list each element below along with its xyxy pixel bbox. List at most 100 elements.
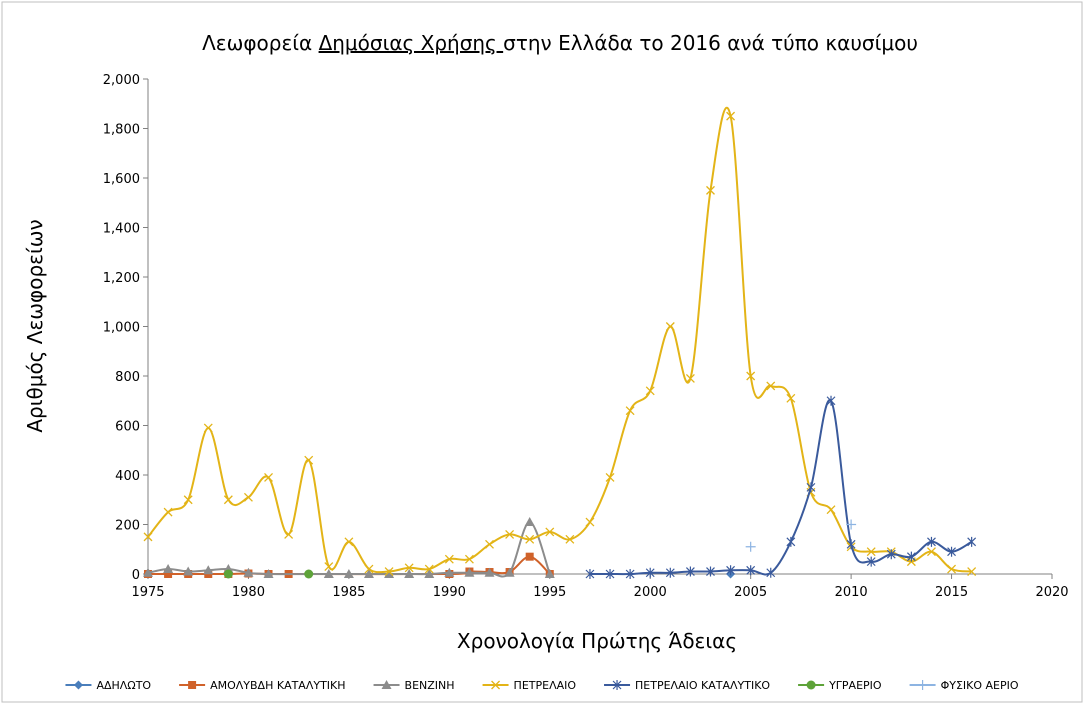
data-point-φυσικο-αεριο xyxy=(745,541,756,552)
data-point-πετρελαιο-καταλυτικο xyxy=(726,565,736,576)
data-point-πετρελαιο xyxy=(967,567,977,576)
legend-marker xyxy=(612,680,622,690)
data-point-πετρελαιο xyxy=(485,539,494,549)
data-point-πετρελαιο-καταλυτικο xyxy=(625,569,635,579)
data-point-βενζινη xyxy=(363,569,374,578)
legend-item-αδηλωτο: ΑΔΗΛΩΤΟ xyxy=(65,679,151,692)
data-point-βενζινη xyxy=(504,567,515,577)
data-point-πετρελαιο xyxy=(183,495,193,505)
data-point-πετρελαιο xyxy=(505,529,515,539)
y-tick-label: 200 xyxy=(115,519,140,534)
y-tick-label: 1,600 xyxy=(103,172,140,187)
y-tick-label: 1,000 xyxy=(103,321,140,336)
data-point-βενζινη xyxy=(404,569,415,578)
data-point-πετρελαιο xyxy=(304,455,314,465)
data-point-πετρελαιο xyxy=(927,547,936,557)
data-point-βενζινη xyxy=(203,565,214,575)
x-tick-label: 1995 xyxy=(533,585,566,600)
data-point-πετρελαιο-καταλυτικο xyxy=(766,567,776,578)
y-tick-label: 400 xyxy=(115,469,140,484)
data-point-πετρελαιο-καταλυτικο xyxy=(806,482,816,493)
data-point-πετρελαιο xyxy=(364,564,374,574)
x-tick-label: 2015 xyxy=(935,585,968,600)
data-point-πετρελαιο xyxy=(203,423,213,433)
data-point-βενζινη xyxy=(183,566,194,576)
data-point-πετρελαιο xyxy=(565,534,575,544)
legend-item-υγραεριο: ΥΓΡΑΕΡΙΟ xyxy=(798,679,882,692)
chart-title-prefix: Λεωφορεία xyxy=(202,31,318,55)
data-point-πετρελαιο xyxy=(264,473,273,482)
data-point-πετρελαιο-καταλυτικο xyxy=(886,549,896,560)
legend-marker xyxy=(491,680,501,690)
legend-item-φυσικο-αεριο: ΦΥΣΙΚΟ ΑΕΡΙΟ xyxy=(909,679,1019,692)
y-tick-label: 1,800 xyxy=(103,123,140,138)
data-point-βενζινη xyxy=(524,517,535,527)
x-tick-label: 1980 xyxy=(232,585,265,600)
x-tick-label: 1985 xyxy=(332,585,365,600)
data-point-πετρελαιο-καταλυτικο xyxy=(947,546,956,557)
data-point-πετρελαιο xyxy=(284,529,294,539)
y-tick-label: 2,000 xyxy=(103,73,140,88)
legend-label: ΒΕΝΖΙΝΗ xyxy=(405,679,455,692)
data-point-βενζινη xyxy=(143,567,153,577)
data-point-πετρελαιο xyxy=(947,564,957,574)
data-point-βενζινη xyxy=(544,569,555,578)
x-tick-label: 2005 xyxy=(734,585,767,600)
legend-item-πετρελαιο-καταλυτικο: ΠΕΤΡΕΛΑΙΟ ΚΑΤΑΛΥΤΙΚΟ xyxy=(604,679,770,692)
data-point-πετρελαιο xyxy=(585,517,595,527)
data-point-πετρελαιο-καταλυτικο xyxy=(906,551,916,562)
data-point-βενζινη xyxy=(163,564,174,574)
y-tick-label: 1,200 xyxy=(103,271,140,286)
data-point-φυσικο-αεριο xyxy=(846,519,857,530)
data-point-πετρελαιο-καταλυτικο xyxy=(746,565,756,576)
data-point-πετρελαιο xyxy=(143,532,153,542)
data-point-πετρελαιο xyxy=(444,554,454,564)
legend-marker xyxy=(381,680,392,689)
data-point-πετρελαιο-καταλυτικο xyxy=(706,566,715,577)
legend-item-πετρελαιο: ΠΕΤΡΕΛΑΙΟ xyxy=(482,679,577,692)
data-point-αμολυβδη-καταλυτικη xyxy=(164,570,173,578)
data-point-βενζινη xyxy=(263,569,274,578)
data-point-βενζινη xyxy=(484,567,495,577)
legend-label: ΠΕΤΡΕΛΑΙΟ ΚΑΤΑΛΥΤΙΚΟ xyxy=(635,679,770,692)
y-tick-label: 0 xyxy=(132,568,140,583)
data-point-βενζινη xyxy=(384,569,395,578)
chart-title-suffix: στην Ελλάδα το 2016 ανά τύπο καυσίμου xyxy=(503,31,918,55)
data-point-πετρελαιο xyxy=(706,185,715,195)
x-tick-label: 2010 xyxy=(835,585,868,600)
legend-item-αμολυβδη-καταλυτικη: ΑΜΟΛΥΒΔΗ ΚΑΤΑΛΥΤΙΚΗ xyxy=(179,679,346,692)
x-tick-label: 1990 xyxy=(433,585,466,600)
data-point-πετρελαιο xyxy=(223,495,233,505)
data-point-πετρελαιο xyxy=(384,567,394,576)
data-point-πετρελαιο-καταλυτικο xyxy=(786,536,796,547)
data-point-πετρελαιο-καταλυτικο xyxy=(585,569,595,579)
data-point-πετρελαιο-καταλυτικο xyxy=(605,569,615,579)
data-point-πετρελαιο xyxy=(605,473,615,482)
x-tick-label: 2000 xyxy=(634,585,667,600)
legend: ΑΔΗΛΩΤΟ ΑΜΟΛΥΒΔΗ ΚΑΤΑΛΥΤΙΚΗ ΒΕΝΖΙΝΗ ΠΕΤΡΕΛΑ… xyxy=(65,679,1019,692)
data-point-υγραεριο xyxy=(304,569,314,579)
legend-label: ΥΓΡΑΕΡΙΟ xyxy=(828,679,882,692)
data-point-πετρελαιο-καταλυτικο xyxy=(927,536,936,547)
data-point-πετρελαιο xyxy=(685,374,695,383)
data-point-βενζινη xyxy=(464,567,475,577)
data-point-βενζινη xyxy=(424,569,435,578)
data-point-πετρελαιο xyxy=(665,322,675,331)
data-point-πετρελαιο-καταλυτικο xyxy=(967,536,977,547)
legend-label: ΑΔΗΛΩΤΟ xyxy=(96,679,151,692)
data-point-πετρελαιο-καταλυτικο xyxy=(826,395,836,406)
data-point-πετρελαιο xyxy=(866,547,876,557)
chart-title: Λεωφορεία Δημόσιας Χρήσης στην Ελλάδα το… xyxy=(202,31,918,55)
data-point-πετρελαιο xyxy=(826,505,836,515)
y-tick-label: 600 xyxy=(115,420,140,435)
data-point-βενζινη xyxy=(343,569,354,578)
data-point-πετρελαιο xyxy=(324,562,334,572)
x-tick-label: 2020 xyxy=(1035,585,1068,600)
legend-label: ΑΜΟΛΥΒΔΗ ΚΑΤΑΛΥΤΙΚΗ xyxy=(210,679,345,692)
data-point-βενζινη xyxy=(444,567,455,577)
legend-marker xyxy=(917,680,928,690)
data-point-πετρελαιο-καταλυτικο xyxy=(645,567,655,578)
legend-label: ΠΕΤΡΕΛΑΙΟ xyxy=(514,679,577,692)
